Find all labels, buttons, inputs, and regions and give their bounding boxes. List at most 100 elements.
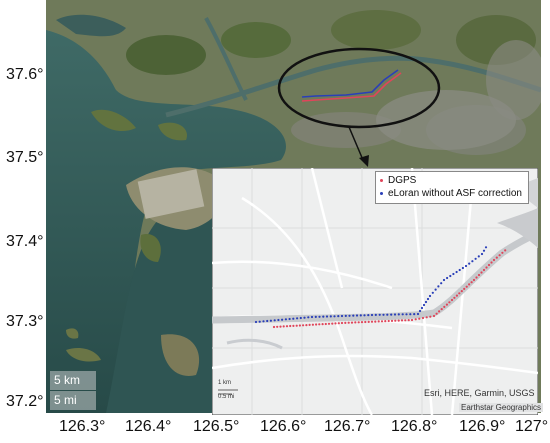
legend: DGPS eLoran without ASF correction [375, 171, 529, 204]
trajectory-point [384, 320, 387, 323]
trajectory-point [446, 276, 449, 280]
trajectory-point [357, 321, 360, 324]
trajectory-point [475, 276, 478, 279]
trajectory-point [298, 324, 301, 327]
arrow-head [359, 155, 369, 167]
trajectory-point [360, 321, 364, 324]
trajectory-point [449, 274, 452, 278]
island [91, 109, 136, 132]
trajectory-point [397, 313, 400, 316]
trajectory-point [308, 323, 311, 326]
trajectory-point [471, 260, 474, 263]
trajectory-point [477, 273, 481, 277]
island [140, 234, 161, 262]
trajectory-point [470, 281, 473, 284]
x-tick-label: 126.9° [459, 418, 506, 435]
trajectory-point [285, 325, 289, 328]
trajectory-point [340, 321, 344, 325]
trajectory-point [281, 318, 284, 321]
dgps-trajectory [272, 249, 507, 329]
trajectory-point [426, 297, 430, 301]
trajectory-point [386, 313, 389, 316]
trajectory-point [397, 319, 400, 322]
trajectory-point [277, 318, 280, 322]
trajectory-point [334, 322, 337, 325]
trajectory-point [352, 314, 355, 317]
trajectory-point [321, 323, 324, 326]
basemap-credit: Earthstar Geographics [459, 403, 544, 412]
scale-mi: 5 mi [50, 391, 96, 410]
trajectory-point [464, 264, 468, 268]
trajectory-point [315, 323, 318, 326]
trajectory-point [355, 314, 359, 317]
trajectory-point [410, 318, 414, 322]
y-tick-label: 37.6° [6, 66, 44, 83]
inset-scale-mi: 0.5 mi [218, 394, 235, 400]
trajectory-point [468, 262, 471, 265]
trajectory-point [434, 288, 437, 291]
trajectory-point [432, 314, 436, 318]
trajectory-point [344, 321, 347, 324]
trajectory-point [367, 314, 370, 317]
inset-map [212, 168, 538, 415]
trajectory-point [422, 303, 426, 307]
trajectory-point [480, 252, 484, 256]
trajectory-point [359, 314, 362, 317]
trajectory-point [327, 322, 331, 325]
trajectory-point [404, 319, 407, 322]
legend-marker-eloran [380, 192, 383, 195]
trajectory-point [272, 325, 276, 329]
trajectory-point [484, 246, 488, 249]
trajectory-point [367, 320, 370, 323]
trajectory-point [437, 285, 440, 288]
trajectory-point [482, 249, 486, 252]
trajectory-point [460, 290, 463, 293]
trajectory-point [424, 300, 428, 304]
trajectory-point [364, 320, 367, 324]
trajectory-point [354, 321, 357, 324]
trajectory-point [438, 310, 441, 313]
trajectory-point [337, 322, 340, 325]
trajectory-point [472, 278, 476, 282]
legend-entry-dgps: DGPS [380, 174, 522, 187]
trajectory-point [325, 315, 329, 318]
trajectory-point [370, 320, 374, 323]
trajectory-point [409, 313, 412, 316]
trajectory-point [282, 325, 285, 328]
trajectory-point [405, 313, 408, 316]
trajectory-point [440, 308, 443, 311]
trajectory-point [428, 294, 432, 298]
trajectory-point [414, 318, 417, 321]
trajectory-point [401, 313, 404, 316]
y-tick-label: 37.5° [6, 149, 44, 166]
trajectory-point [310, 315, 314, 319]
legend-label: DGPS [388, 175, 417, 186]
legend-label: eLoran without ASF correction [388, 188, 522, 199]
trajectory-point [266, 319, 269, 323]
highlight-ellipse [277, 47, 441, 129]
trajectory-point [504, 249, 507, 252]
x-tick-label: 126.7° [324, 418, 371, 435]
trajectory-point [487, 263, 491, 267]
trajectory-point [254, 320, 258, 324]
trajectory-point [348, 314, 351, 317]
trajectory-point [387, 319, 390, 323]
island [66, 348, 101, 362]
trajectory-point [331, 322, 334, 325]
trajectory-point [377, 320, 380, 323]
island [66, 328, 79, 339]
trajectory-point [333, 315, 336, 318]
trajectory-point [318, 323, 321, 326]
x-tick-label: 127° [515, 418, 549, 435]
trajectory-point [455, 294, 458, 297]
trajectory-point [453, 296, 456, 299]
trajectory-point [461, 266, 464, 270]
river [165, 55, 541, 118]
trajectory-point [435, 312, 438, 315]
trajectory-point [382, 313, 385, 316]
trajectory-point [324, 322, 327, 326]
y-tick-label: 37.4° [6, 233, 44, 250]
x-tick-label: 126.6° [260, 418, 307, 435]
trajectory-point [448, 301, 451, 304]
trajectory-point [431, 291, 434, 294]
